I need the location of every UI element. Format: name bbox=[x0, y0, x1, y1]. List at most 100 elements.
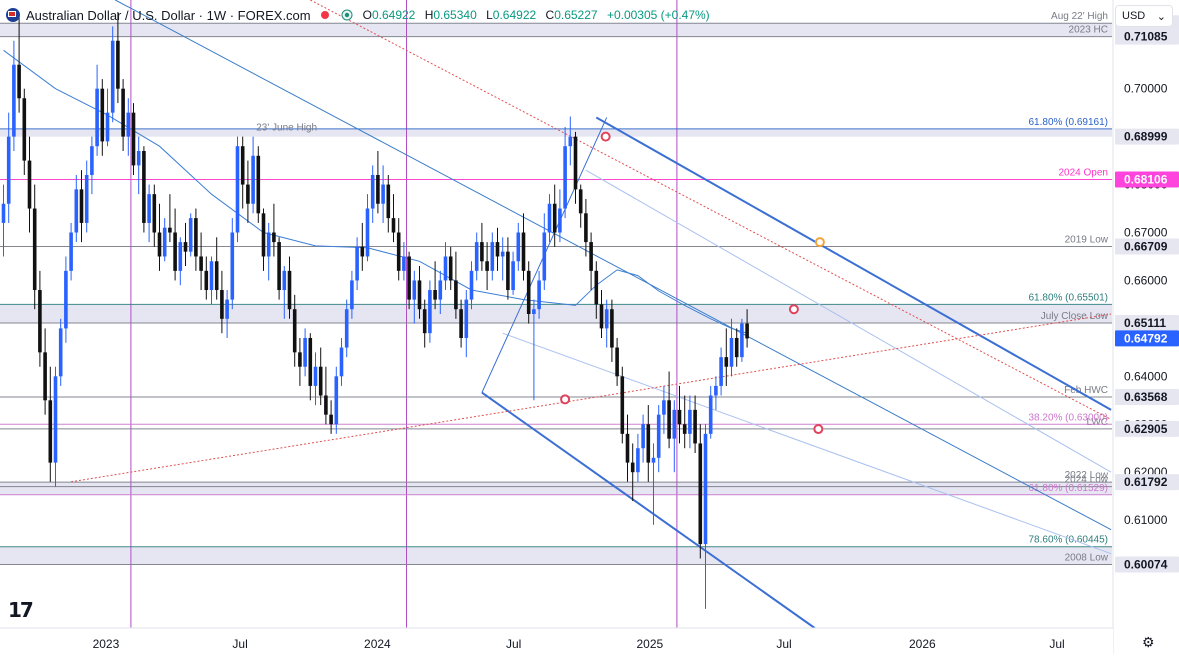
low-value: 0.64922 bbox=[492, 8, 537, 22]
level-label-12: 61.80% (0.61529) bbox=[1028, 483, 1108, 494]
price-badge-text-5: 0.65111 bbox=[1124, 316, 1166, 330]
y-tick-9: 0.61000 bbox=[1124, 513, 1168, 527]
candle-body-68 bbox=[355, 246, 359, 281]
candle-52 bbox=[272, 203, 276, 257]
candle-body-123 bbox=[641, 424, 645, 449]
tradingview-logo[interactable]: 17 bbox=[8, 598, 34, 622]
candle-body-15 bbox=[79, 189, 84, 223]
price-badge-text-1: 0.71085 bbox=[1124, 30, 1168, 44]
candle-body-62 bbox=[324, 395, 328, 415]
gear-icon[interactable]: ⚙ bbox=[1142, 634, 1155, 650]
candle-body-101 bbox=[526, 270, 531, 314]
candle-body-1 bbox=[6, 136, 11, 204]
candle-body-109 bbox=[568, 136, 573, 147]
candle-22 bbox=[116, 11, 120, 104]
candle-63 bbox=[329, 400, 333, 434]
x-tick-4: 2025 bbox=[637, 637, 664, 651]
candle-body-22 bbox=[116, 40, 120, 89]
candle-103 bbox=[537, 270, 541, 319]
zone-2 bbox=[0, 304, 1112, 324]
candle-body-116 bbox=[604, 309, 609, 329]
marker-1 bbox=[560, 394, 571, 405]
price-badge-4: 0.66709 bbox=[1115, 238, 1179, 255]
candle-body-38 bbox=[199, 256, 203, 271]
close-value: 0.65227 bbox=[554, 8, 598, 22]
candle-body-120 bbox=[625, 433, 630, 463]
zone-0 bbox=[0, 23, 1112, 37]
candle-33 bbox=[173, 208, 177, 281]
candle-body-108 bbox=[563, 146, 567, 209]
price-badge-bg-6 bbox=[1115, 330, 1179, 347]
candle-body-5 bbox=[27, 160, 32, 209]
candle-142 bbox=[740, 318, 744, 362]
candle-107 bbox=[558, 189, 562, 243]
candle-62 bbox=[324, 366, 328, 425]
candle-body-60 bbox=[313, 366, 318, 386]
candle-body-36 bbox=[188, 218, 193, 252]
zone-1 bbox=[0, 128, 1112, 137]
candle-body-130 bbox=[677, 409, 682, 425]
candle-121 bbox=[630, 443, 635, 501]
currency-selector[interactable]: USD ⌄ bbox=[1115, 5, 1173, 27]
candle-body-82 bbox=[428, 290, 432, 334]
chart-header: Australian Dollar / U.S. Dollar · 1W · F… bbox=[6, 5, 716, 25]
candle-17 bbox=[90, 136, 94, 195]
trendline-channel-mid-2 bbox=[502, 332, 1112, 555]
candle-body-78 bbox=[407, 256, 411, 300]
level-label-11: 2024 Low bbox=[1065, 475, 1109, 486]
price-badge-bg-3 bbox=[1115, 171, 1179, 188]
candle-body-21 bbox=[110, 40, 115, 113]
candle-body-102 bbox=[532, 309, 536, 314]
candle-98 bbox=[511, 251, 515, 295]
candle-body-124 bbox=[646, 424, 651, 463]
candle-8 bbox=[43, 328, 47, 415]
candle-body-127 bbox=[662, 400, 666, 415]
candle-134 bbox=[698, 424, 703, 559]
candle-body-104 bbox=[542, 232, 547, 281]
candle-130 bbox=[677, 385, 682, 444]
candle-67 bbox=[350, 270, 354, 319]
candle-body-59 bbox=[308, 337, 313, 386]
candle-body-64 bbox=[334, 376, 339, 425]
candle-body-66 bbox=[344, 309, 349, 348]
candle-38 bbox=[199, 232, 203, 291]
candle-78 bbox=[407, 251, 411, 310]
candle-body-50 bbox=[261, 213, 266, 257]
candle-body-28 bbox=[147, 194, 151, 223]
candle-body-81 bbox=[422, 309, 427, 334]
candle-body-48 bbox=[251, 155, 255, 204]
candle-body-125 bbox=[651, 457, 656, 463]
candle-body-138 bbox=[719, 357, 723, 386]
candle-123 bbox=[641, 414, 645, 463]
level-label-5: 61.80% (0.65501) bbox=[1028, 292, 1108, 303]
candle-116 bbox=[604, 299, 609, 348]
candle-body-13 bbox=[69, 232, 73, 271]
candle-112 bbox=[584, 198, 588, 257]
ohlc-readout: O0.64922 H0.65340 L0.64922 C0.65227 +0.0… bbox=[362, 8, 710, 22]
candle-68 bbox=[355, 237, 359, 291]
candle-body-83 bbox=[433, 290, 437, 300]
marker-3 bbox=[813, 424, 824, 435]
price-badge-2: 0.68999 bbox=[1115, 128, 1179, 145]
candle-body-110 bbox=[573, 136, 578, 190]
candle-71 bbox=[370, 165, 375, 223]
candle-body-33 bbox=[173, 232, 177, 271]
candle-body-32 bbox=[168, 227, 172, 233]
candle-118 bbox=[615, 337, 619, 386]
candle-55 bbox=[287, 256, 292, 319]
candle-11 bbox=[58, 318, 63, 386]
candle-body-53 bbox=[277, 242, 281, 291]
candle-83 bbox=[433, 261, 437, 310]
candle-body-86 bbox=[448, 256, 453, 281]
candle-body-85 bbox=[443, 256, 448, 281]
eye-icon[interactable] bbox=[337, 5, 357, 25]
candle-body-54 bbox=[282, 270, 287, 291]
level-label-10: 2022 Low bbox=[1065, 470, 1109, 481]
candle-25 bbox=[131, 103, 136, 175]
candle-31 bbox=[162, 218, 167, 262]
symbol-title[interactable]: Australian Dollar / U.S. Dollar · 1W · F… bbox=[26, 7, 311, 23]
level-label-0: Aug 22' High bbox=[1051, 11, 1108, 22]
plot-area: Aug 22' High 2023 HC 61.80% (0.69161) 2024 … bbox=[0, 0, 1112, 629]
